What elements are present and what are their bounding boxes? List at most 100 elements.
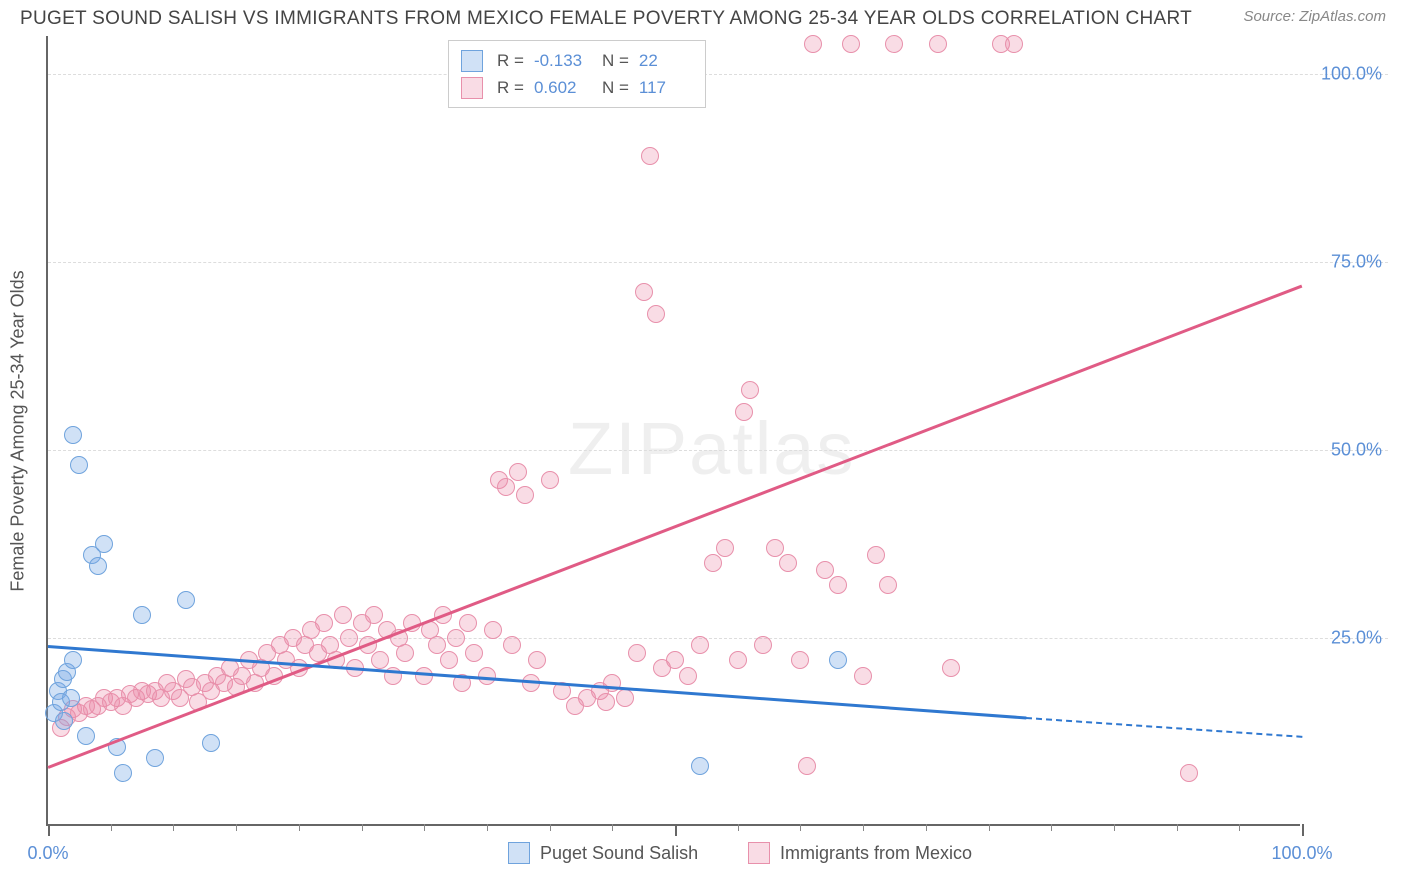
scatter-point-mexico — [798, 757, 816, 775]
scatter-point-mexico — [371, 651, 389, 669]
legend-n-label: N = — [602, 47, 629, 74]
y-tick-label: 25.0% — [1331, 627, 1382, 648]
scatter-point-mexico — [942, 659, 960, 677]
scatter-point-salish — [95, 535, 113, 553]
scatter-point-mexico — [1005, 35, 1023, 53]
scatter-point-mexico — [635, 283, 653, 301]
x-tick-major — [675, 824, 677, 836]
grid-line — [48, 450, 1388, 451]
scatter-point-mexico — [704, 554, 722, 572]
x-tick-minor — [738, 824, 739, 831]
scatter-point-salish — [829, 651, 847, 669]
scatter-point-mexico — [879, 576, 897, 594]
x-tick-minor — [299, 824, 300, 831]
legend-swatch-salish — [461, 50, 483, 72]
x-tick-minor — [989, 824, 990, 831]
scatter-point-mexico — [1180, 764, 1198, 782]
legend-r-value-salish: -0.133 — [534, 47, 588, 74]
scatter-point-mexico — [365, 606, 383, 624]
x-tick-minor — [487, 824, 488, 831]
scatter-point-mexico — [459, 614, 477, 632]
scatter-point-mexico — [854, 667, 872, 685]
legend-swatch-mexico — [748, 842, 770, 864]
plot-area: ZIPatlas 25.0%50.0%75.0%100.0%0.0%100.0%… — [46, 36, 1300, 826]
legend-r-label: R = — [497, 47, 524, 74]
stats-legend: R = -0.133 N = 22 R = 0.602 N = 117 — [448, 40, 706, 108]
grid-line — [48, 638, 1388, 639]
legend-label-salish: Puget Sound Salish — [540, 843, 698, 864]
scatter-point-mexico — [503, 636, 521, 654]
chart-container: Female Poverty Among 25-34 Year Olds ZIP… — [46, 36, 1386, 826]
scatter-point-salish — [202, 734, 220, 752]
scatter-point-mexico — [465, 644, 483, 662]
stats-legend-row-salish: R = -0.133 N = 22 — [461, 47, 693, 74]
trend-line-mexico — [48, 284, 1303, 768]
scatter-point-mexico — [691, 636, 709, 654]
y-tick-label: 50.0% — [1331, 439, 1382, 460]
scatter-point-mexico — [334, 606, 352, 624]
scatter-point-mexico — [509, 463, 527, 481]
scatter-point-mexico — [867, 546, 885, 564]
x-tick-minor — [800, 824, 801, 831]
scatter-point-mexico — [478, 667, 496, 685]
x-tick-minor — [1051, 824, 1052, 831]
x-tick-minor — [1114, 824, 1115, 831]
stats-legend-row-mexico: R = 0.602 N = 117 — [461, 74, 693, 101]
scatter-point-salish — [64, 651, 82, 669]
scatter-point-mexico — [804, 35, 822, 53]
scatter-point-mexico — [484, 621, 502, 639]
x-tick-minor — [926, 824, 927, 831]
grid-line — [48, 262, 1388, 263]
legend-r-value-mexico: 0.602 — [534, 74, 588, 101]
legend-swatch-mexico — [461, 77, 483, 99]
scatter-point-salish — [114, 764, 132, 782]
y-tick-label: 75.0% — [1331, 251, 1382, 272]
bottom-legend-mexico: Immigrants from Mexico — [748, 842, 972, 864]
scatter-point-mexico — [679, 667, 697, 685]
scatter-point-mexico — [447, 629, 465, 647]
scatter-point-mexico — [641, 147, 659, 165]
scatter-point-salish — [62, 689, 80, 707]
legend-n-label: N = — [602, 74, 629, 101]
scatter-point-mexico — [315, 614, 333, 632]
bottom-legend-salish: Puget Sound Salish — [508, 842, 698, 864]
scatter-point-salish — [133, 606, 151, 624]
y-tick-label: 100.0% — [1321, 63, 1382, 84]
x-tick-minor — [362, 824, 363, 831]
scatter-point-mexico — [666, 651, 684, 669]
x-tick-minor — [1177, 824, 1178, 831]
x-tick-minor — [424, 824, 425, 831]
scatter-point-mexico — [735, 403, 753, 421]
x-tick-minor — [236, 824, 237, 831]
trend-line-salish-dash — [1026, 717, 1302, 738]
x-tick-minor — [612, 824, 613, 831]
legend-r-label: R = — [497, 74, 524, 101]
scatter-point-salish — [146, 749, 164, 767]
grid-line — [48, 74, 1388, 75]
scatter-point-mexico — [791, 651, 809, 669]
scatter-point-mexico — [754, 636, 772, 654]
scatter-point-mexico — [779, 554, 797, 572]
scatter-point-mexico — [766, 539, 784, 557]
scatter-point-mexico — [885, 35, 903, 53]
x-tick-major — [48, 824, 50, 836]
scatter-point-mexico — [842, 35, 860, 53]
legend-swatch-salish — [508, 842, 530, 864]
scatter-point-mexico — [729, 651, 747, 669]
scatter-point-mexico — [340, 629, 358, 647]
legend-n-value-mexico: 117 — [639, 74, 693, 101]
legend-n-value-salish: 22 — [639, 47, 693, 74]
watermark: ZIPatlas — [568, 406, 855, 491]
scatter-point-mexico — [716, 539, 734, 557]
scatter-point-mexico — [528, 651, 546, 669]
scatter-point-mexico — [497, 478, 515, 496]
scatter-point-mexico — [929, 35, 947, 53]
scatter-point-mexico — [440, 651, 458, 669]
x-tick-label: 0.0% — [27, 843, 68, 864]
x-tick-major — [1302, 824, 1304, 836]
scatter-point-mexico — [516, 486, 534, 504]
x-tick-minor — [863, 824, 864, 831]
source-attribution: Source: ZipAtlas.com — [1243, 8, 1386, 25]
scatter-point-mexico — [541, 471, 559, 489]
scatter-point-salish — [177, 591, 195, 609]
